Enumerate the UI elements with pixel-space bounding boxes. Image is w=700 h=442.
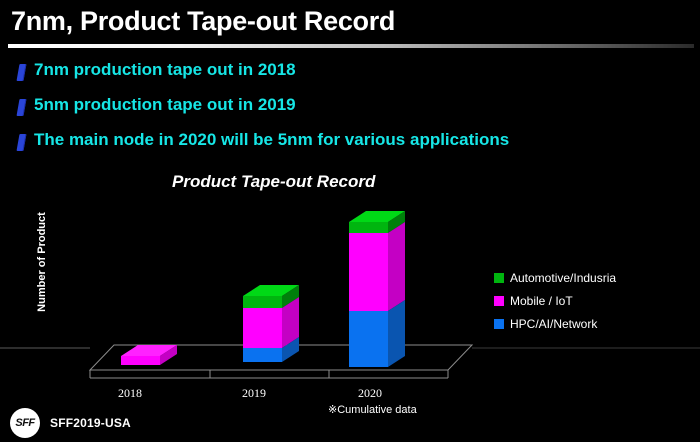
bar-2020-auto-front <box>349 222 388 233</box>
page-title: 7nm, Product Tape-out Record <box>11 6 396 36</box>
bullet-item-1: 7nm production tape out in 2018 <box>0 58 700 88</box>
legend-label-automotive: Automotive/Indusria <box>510 270 617 285</box>
legend-swatch-green-icon <box>494 272 504 283</box>
bar-2020-mobile-side <box>388 222 405 311</box>
bar-2018-mobile-top <box>121 345 177 356</box>
sff-logo-icon: SFF <box>10 408 40 438</box>
bar-group-2018 <box>121 345 177 365</box>
title-divider <box>8 44 694 48</box>
bar-2019-hpc-front <box>243 348 282 362</box>
chart-plot-area <box>0 211 700 379</box>
bar-2018-mobile-side <box>160 345 177 365</box>
bullet-item-2: 5nm production tape out in 2019 <box>0 93 700 123</box>
bar-group-2020 <box>349 211 405 367</box>
legend-item-automotive: Automotive/Indusria <box>494 268 700 287</box>
legend-label-hpc: HPC/AI/Network <box>510 316 598 331</box>
x-tick-2018: 2018 <box>118 386 142 400</box>
bar-2019-mobile-front <box>243 308 282 348</box>
bullet-marker-icon <box>16 134 27 151</box>
footer-label: SFF2019-USA <box>50 416 131 430</box>
bar-2019-auto-side <box>282 285 299 308</box>
chart-legend: Automotive/Indusria Mobile / IoT HPC/AI/… <box>494 268 700 337</box>
bar-2020-auto-top <box>349 211 405 222</box>
bar-2019-auto-front <box>243 296 282 308</box>
bullet-text-2: 5nm production tape out in 2019 <box>34 95 296 114</box>
bar-2020-auto-side <box>388 211 405 233</box>
bullet-list: 7nm production tape out in 2018 5nm prod… <box>0 58 700 163</box>
legend-item-hpc: HPC/AI/Network <box>494 314 700 333</box>
bar-2019-mobile-side <box>282 297 299 348</box>
bar-2020-mobile-front <box>349 233 388 311</box>
legend-item-mobile: Mobile / IoT <box>494 291 700 310</box>
bullet-marker-icon <box>16 99 27 116</box>
bar-2020-hpc-front <box>349 311 388 367</box>
bar-2018-mobile-front <box>121 356 160 365</box>
bullet-item-3: The main node in 2020 will be 5nm for va… <box>0 128 700 158</box>
bullet-text-3: The main node in 2020 will be 5nm for va… <box>34 130 510 149</box>
chart-container: Product Tape-out Record Number of Produc… <box>0 160 700 420</box>
legend-label-mobile: Mobile / IoT <box>510 293 573 308</box>
bullet-text-1: 7nm production tape out in 2018 <box>34 60 296 79</box>
cumulative-data-note: ※Cumulative data <box>328 404 417 416</box>
bullet-marker-icon <box>16 64 27 81</box>
bar-2020-hpc-side <box>388 300 405 367</box>
x-tick-2019: 2019 <box>242 386 266 400</box>
chart-title: Product Tape-out Record <box>172 172 376 191</box>
legend-swatch-blue-icon <box>494 318 504 329</box>
title-bar: 7nm, Product Tape-out Record <box>0 0 700 48</box>
slide-footer: SFF SFF2019-USA <box>0 405 700 442</box>
bar-group-2019 <box>243 285 299 362</box>
bar-2019-auto-top <box>243 285 299 296</box>
bar-2019-hpc-side <box>282 337 299 362</box>
legend-swatch-magenta-icon <box>494 295 504 306</box>
sff-logo-text: SFF <box>15 417 35 429</box>
x-tick-2020: 2020 <box>358 386 382 400</box>
